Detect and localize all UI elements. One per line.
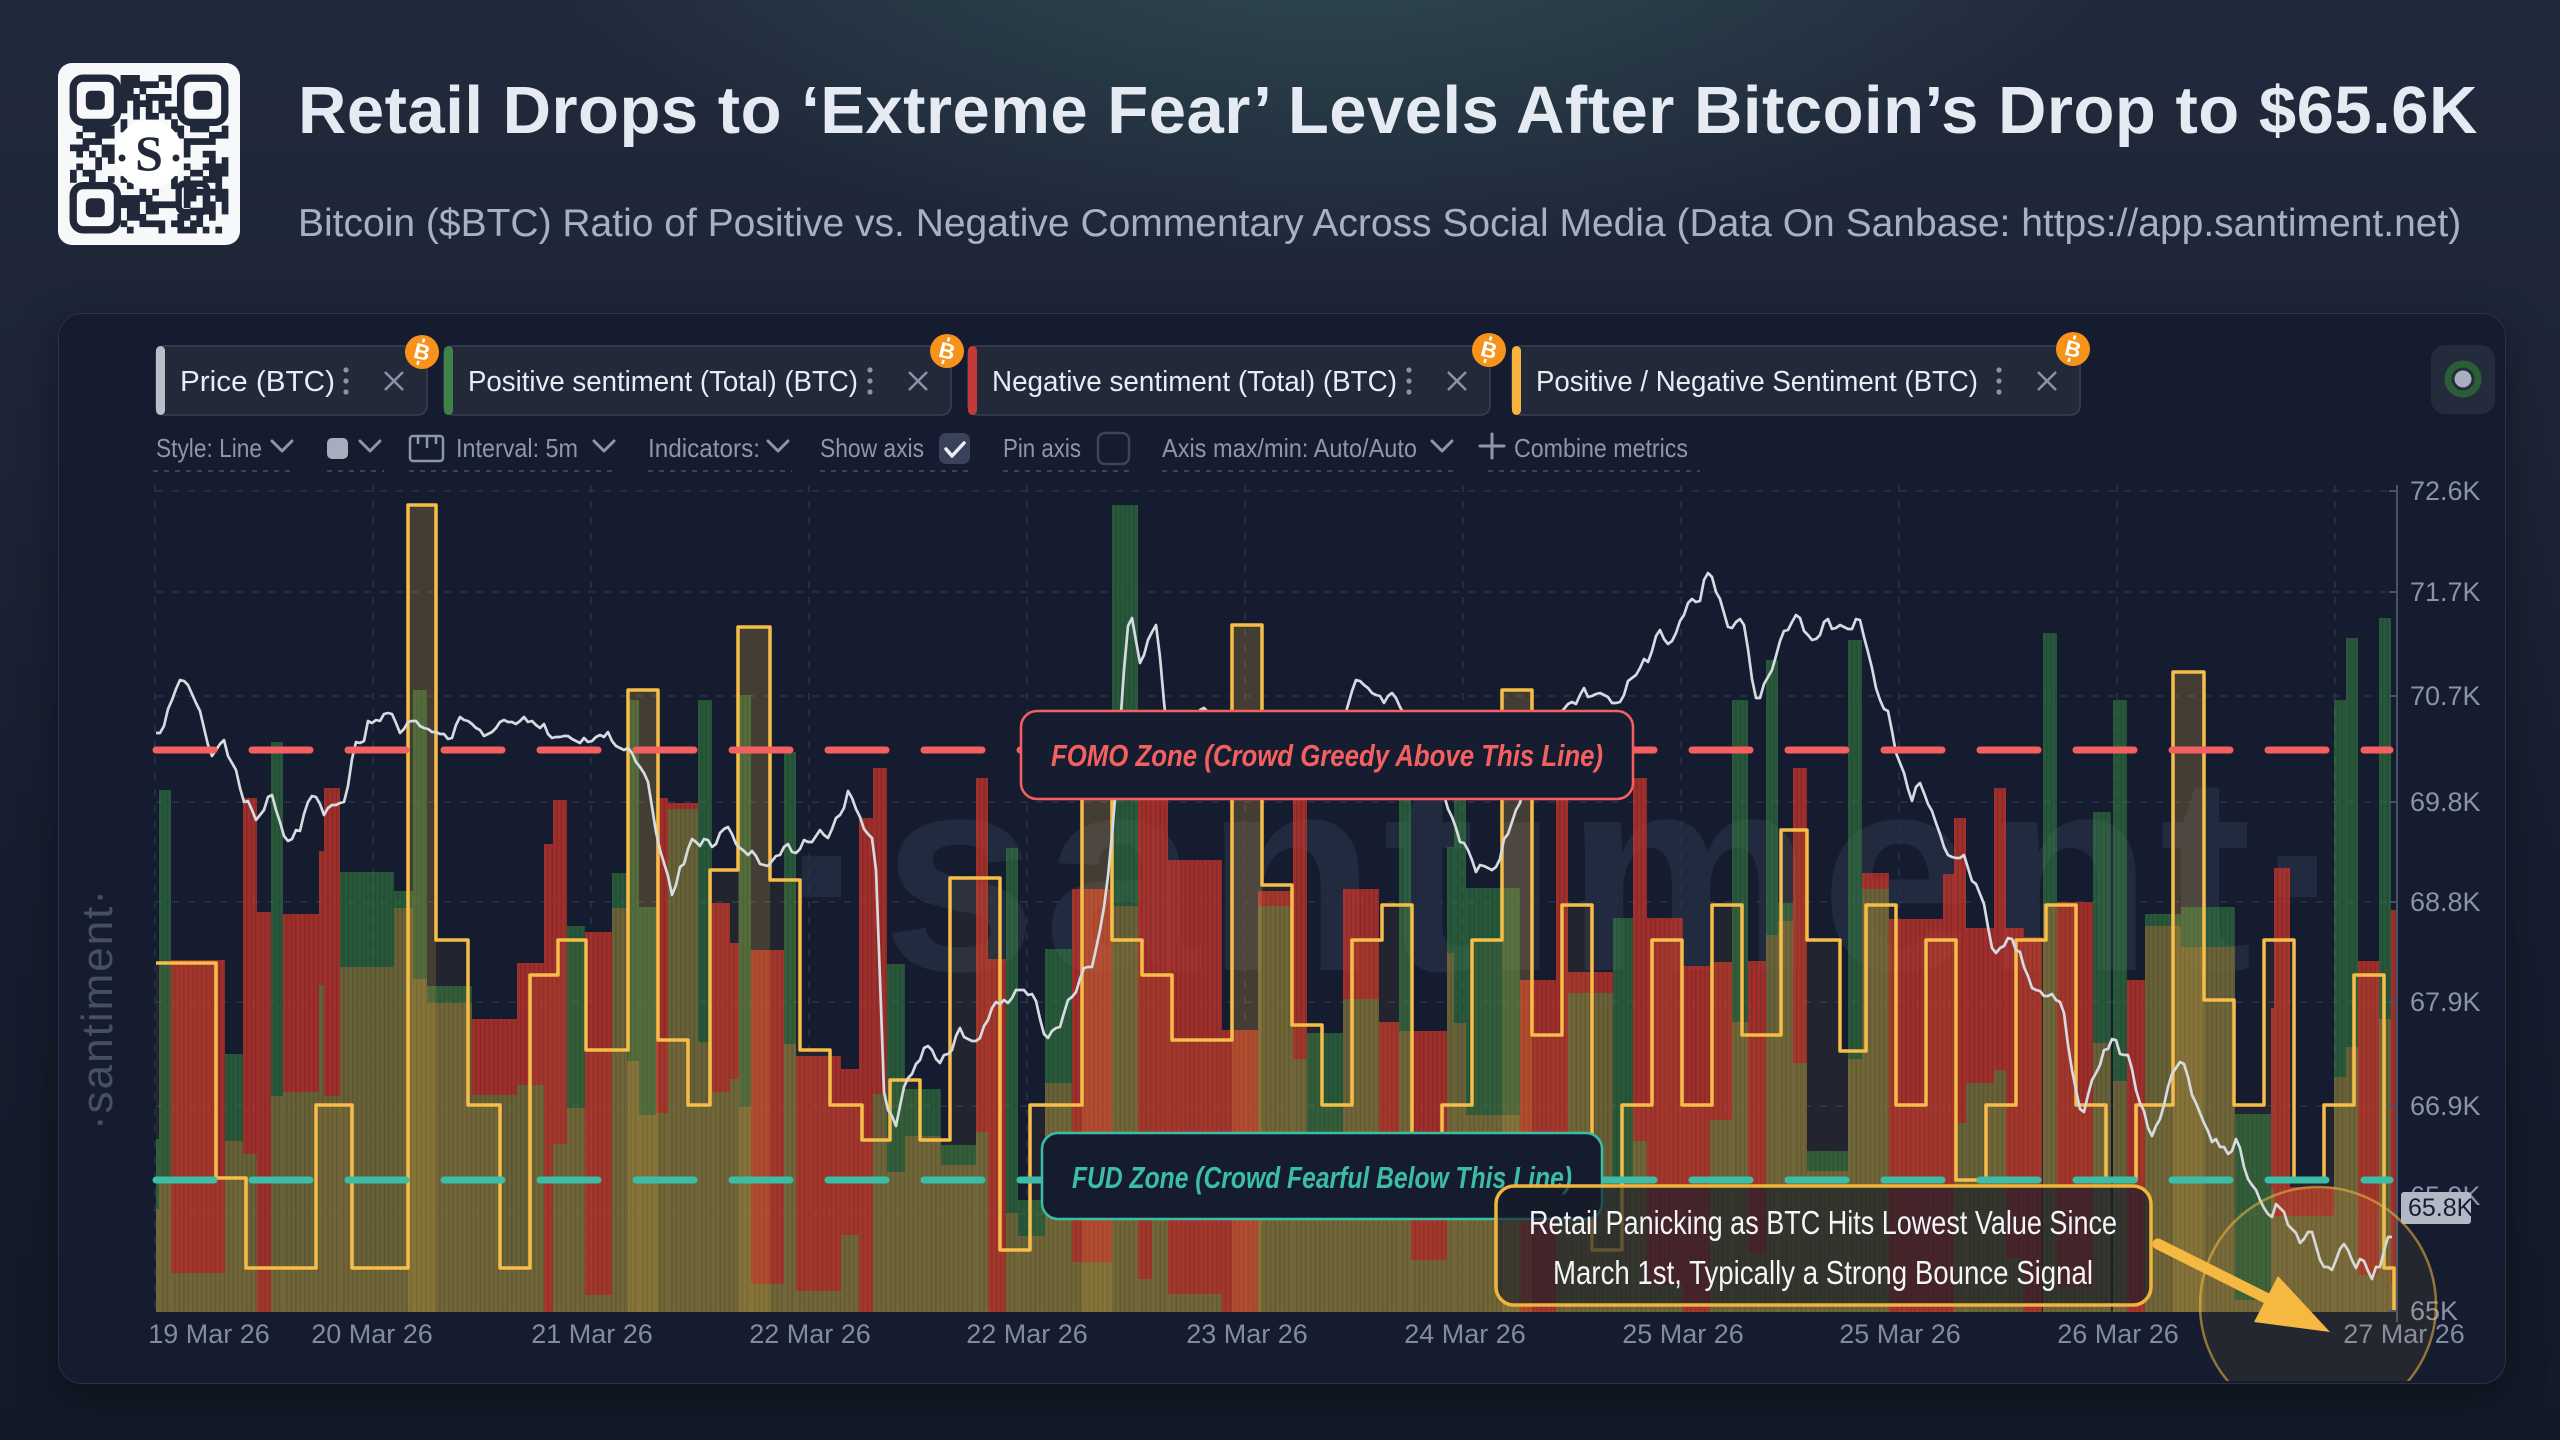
svg-text:Price (BTC): Price (BTC) xyxy=(180,366,335,398)
svg-text:67.9K: 67.9K xyxy=(2410,987,2481,1017)
svg-text:24 Mar 26: 24 Mar 26 xyxy=(1404,1319,1526,1349)
svg-text:22 Mar 26: 22 Mar 26 xyxy=(749,1319,871,1349)
svg-text:69.8K: 69.8K xyxy=(2410,787,2481,817)
svg-text:Positive sentiment (Total) (BT: Positive sentiment (Total) (BTC) xyxy=(468,366,858,398)
svg-text:26 Mar 26: 26 Mar 26 xyxy=(2057,1319,2179,1349)
svg-text:Negative sentiment (Total) (BT: Negative sentiment (Total) (BTC) xyxy=(992,366,1397,398)
svg-text:Style: Line: Style: Line xyxy=(156,433,262,463)
svg-text:Pin axis: Pin axis xyxy=(1003,433,1081,463)
svg-text:B: B xyxy=(411,338,432,366)
svg-text:27 Mar 26: 27 Mar 26 xyxy=(2343,1319,2465,1349)
svg-text:23 Mar 26: 23 Mar 26 xyxy=(1186,1319,1308,1349)
svg-text:Retail Panicking as BTC Hits L: Retail Panicking as BTC Hits Lowest Valu… xyxy=(1529,1204,2117,1241)
svg-text:Positive / Negative Sentiment: Positive / Negative Sentiment (BTC) xyxy=(1536,366,1978,398)
svg-text:68.8K: 68.8K xyxy=(2410,887,2481,917)
svg-text:FOMO Zone (Crowd Greedy Above: FOMO Zone (Crowd Greedy Above This Line) xyxy=(1051,738,1603,773)
svg-text:25 Mar 26: 25 Mar 26 xyxy=(1622,1319,1744,1349)
svg-text:Show axis: Show axis xyxy=(820,433,924,463)
svg-text:B: B xyxy=(2062,335,2083,363)
svg-text:19 Mar 26: 19 Mar 26 xyxy=(148,1319,270,1349)
svg-text:71.7K: 71.7K xyxy=(2410,577,2481,607)
svg-text:Interval: 5m: Interval: 5m xyxy=(456,433,578,463)
svg-text:65.8K: 65.8K xyxy=(2408,1194,2474,1222)
svg-text:B: B xyxy=(936,337,957,365)
svg-text:B: B xyxy=(1478,336,1499,364)
svg-text:·santiment·: ·santiment· xyxy=(73,888,122,1130)
svg-text:Axis max/min: Auto/Auto: Axis max/min: Auto/Auto xyxy=(1162,433,1417,463)
svg-text:22 Mar 26: 22 Mar 26 xyxy=(966,1319,1088,1349)
svg-text:20 Mar 26: 20 Mar 26 xyxy=(311,1319,433,1349)
svg-text:Combine metrics: Combine metrics xyxy=(1514,433,1688,463)
svg-text:25 Mar 26: 25 Mar 26 xyxy=(1839,1319,1961,1349)
svg-text:S: S xyxy=(135,125,163,181)
svg-text:70.7K: 70.7K xyxy=(2410,681,2481,711)
svg-text:66.9K: 66.9K xyxy=(2410,1091,2481,1121)
svg-text:21 Mar 26: 21 Mar 26 xyxy=(531,1319,653,1349)
svg-text:March 1st, Typically a Strong: March 1st, Typically a Strong Bounce Sig… xyxy=(1553,1254,2093,1291)
svg-text:Indicators:: Indicators: xyxy=(648,433,760,463)
svg-text:72.6K: 72.6K xyxy=(2410,476,2481,506)
svg-text:FUD Zone (Crowd Fearful Below: FUD Zone (Crowd Fearful Below This Line) xyxy=(1072,1160,1572,1195)
